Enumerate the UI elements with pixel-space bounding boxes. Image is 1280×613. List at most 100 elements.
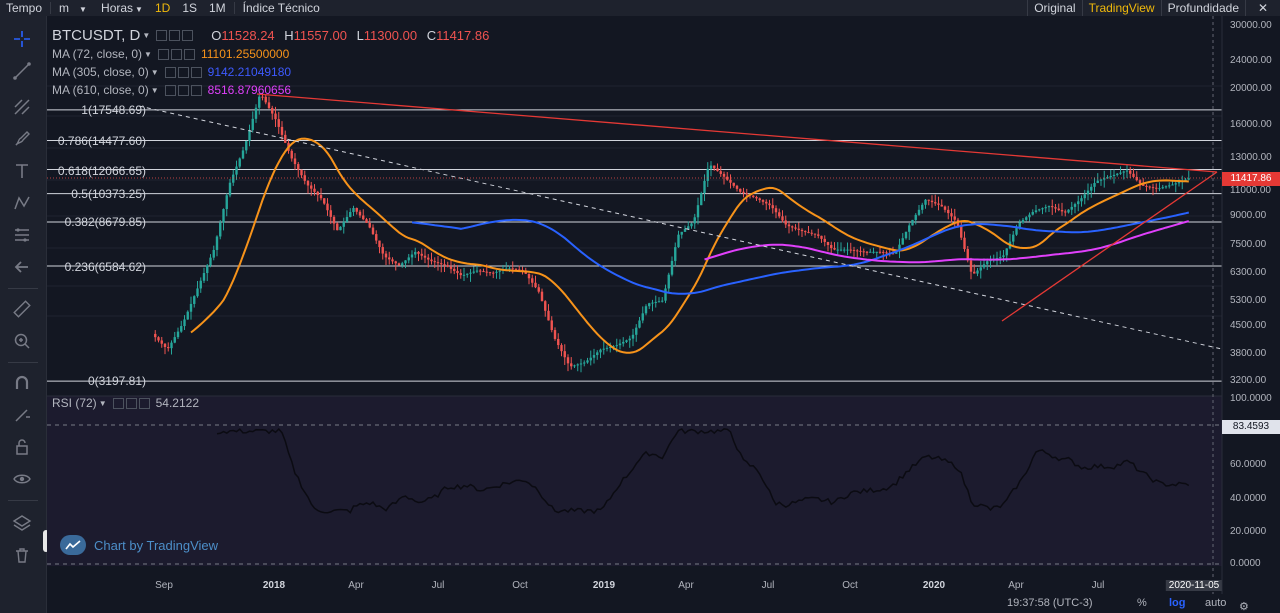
candle-body: [297, 164, 300, 170]
view-depth-button[interactable]: Profundidade: [1160, 0, 1245, 16]
trash-tool[interactable]: [11, 544, 33, 566]
candle-body: [1161, 187, 1164, 189]
ma610-label: MA (610, close, 0): [52, 83, 149, 97]
unit-dropdown[interactable]: m ▼: [53, 0, 95, 16]
price-chart[interactable]: [47, 16, 1280, 594]
candle-body: [719, 171, 722, 174]
open-value: 11528.24: [221, 28, 275, 43]
ma610-legend[interactable]: MA (610, close, 0) ▼ 8516.87960656: [52, 83, 291, 97]
drawing-toolbar: [0, 16, 47, 613]
legend-buttons[interactable]: [156, 30, 194, 41]
clock: 19:37:58 (UTC-3): [1007, 597, 1093, 609]
fib-tool[interactable]: [11, 224, 33, 246]
visibility-tool[interactable]: [11, 468, 33, 490]
candle-body: [908, 225, 911, 232]
candle-body: [1164, 186, 1168, 188]
fullscreen-button[interactable]: ✕: [1245, 0, 1280, 16]
lock-drawing-tool[interactable]: [11, 404, 33, 426]
candle-body: [677, 234, 680, 248]
interval-1m[interactable]: 1M: [209, 1, 226, 15]
trendline-tool[interactable]: [11, 60, 33, 82]
ruler-tool[interactable]: [11, 298, 33, 320]
candle-body: [1047, 206, 1051, 208]
candle-body: [527, 273, 531, 279]
symbol-label[interactable]: BTCUSDT, D: [52, 27, 141, 44]
view-original-button[interactable]: Original: [1027, 0, 1081, 16]
text-tool[interactable]: [11, 160, 33, 182]
rsi-legend[interactable]: RSI (72) ▼ 54.2122: [52, 396, 199, 410]
candle-body: [492, 272, 495, 274]
candle-body: [1135, 176, 1138, 181]
candle-body: [706, 168, 709, 181]
legend-buttons[interactable]: [164, 84, 202, 96]
layers-icon: [12, 515, 32, 531]
candle-body: [375, 234, 378, 241]
candle-body: [1112, 174, 1116, 177]
pitchfork-tool[interactable]: [11, 96, 33, 118]
tradingview-watermark[interactable]: Chart by TradingView: [60, 535, 218, 555]
candle-body: [969, 260, 973, 272]
zoom-tool[interactable]: [11, 330, 33, 352]
close-label: C: [426, 28, 437, 43]
candle-body: [641, 313, 644, 321]
rsi-tick: 40.0000: [1230, 493, 1267, 504]
ma305-legend[interactable]: MA (305, close, 0) ▼ 9142.21049180: [52, 65, 291, 79]
price-tick: 24000.00: [1230, 55, 1272, 66]
magnet-tool[interactable]: [11, 372, 33, 394]
candle-body: [397, 263, 401, 266]
candle-body: [232, 174, 235, 183]
candle-body: [683, 229, 687, 232]
candle-body: [326, 203, 329, 211]
candle-body: [956, 219, 960, 227]
candle-body: [446, 265, 449, 267]
sidebar-scroll-handle[interactable]: [43, 530, 49, 552]
legend-buttons[interactable]: [157, 48, 195, 60]
candle-body: [989, 260, 992, 262]
ma305-value: 9142.21049180: [207, 65, 292, 79]
text-icon: [16, 164, 28, 178]
percent-toggle[interactable]: %: [1137, 597, 1147, 609]
layers-tool[interactable]: [11, 512, 33, 534]
pattern-tool[interactable]: [11, 192, 33, 214]
brush-tool[interactable]: [11, 128, 33, 150]
ma72-legend[interactable]: MA (72, close, 0) ▼ 11101.25500000: [52, 47, 289, 61]
interval-1d[interactable]: 1D: [154, 1, 171, 15]
crosshair-tool[interactable]: [11, 28, 33, 50]
time-tick: 2019: [592, 580, 616, 591]
back-tool[interactable]: [11, 256, 33, 278]
lock-tool[interactable]: [11, 436, 33, 458]
candle-body: [443, 264, 446, 266]
candle-body: [306, 180, 310, 186]
candle-body: [833, 248, 836, 250]
candle-body: [635, 327, 638, 335]
candle-body: [696, 205, 700, 218]
hours-dropdown[interactable]: Horas ▼: [95, 0, 149, 16]
chevron-down-icon: ▼: [142, 31, 151, 40]
candle-body: [271, 107, 274, 114]
candle-body: [622, 341, 625, 344]
auto-toggle[interactable]: auto: [1205, 597, 1227, 609]
candle-body: [433, 261, 436, 263]
candle-body: [202, 273, 206, 281]
price-tick: 5300.00: [1230, 295, 1267, 306]
legend-buttons[interactable]: [112, 397, 150, 409]
candle-body: [1073, 204, 1077, 207]
candle-body: [394, 261, 397, 264]
time-tick: Sep: [155, 580, 173, 591]
tempo-label: Tempo: [6, 1, 43, 15]
indicator-button[interactable]: Índice Técnico: [242, 1, 320, 15]
legend-buttons[interactable]: [164, 66, 202, 78]
candle-body: [807, 231, 810, 233]
candle-body: [732, 182, 735, 186]
ma610-value: 8516.87960656: [207, 83, 292, 97]
sidebar-divider: [8, 362, 38, 363]
interval-1s[interactable]: 1S: [182, 1, 197, 15]
candle-body: [514, 268, 518, 270]
fib-label: 0.382(8679.85): [64, 215, 146, 229]
candle-body: [937, 203, 940, 205]
view-tradingview-button[interactable]: TradingView: [1081, 0, 1161, 16]
candle-body: [1041, 208, 1044, 210]
fib-icon: [15, 228, 29, 242]
log-toggle[interactable]: log: [1169, 597, 1186, 609]
candle-body: [193, 296, 196, 304]
